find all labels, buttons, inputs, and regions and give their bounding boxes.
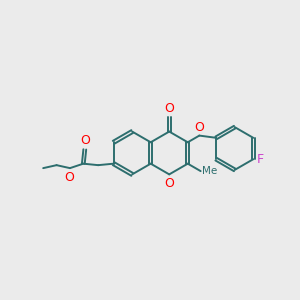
- Text: Me: Me: [202, 166, 217, 176]
- Text: O: O: [80, 134, 90, 147]
- Text: O: O: [164, 102, 174, 115]
- Text: F: F: [257, 153, 264, 166]
- Text: O: O: [195, 121, 205, 134]
- Text: O: O: [65, 171, 75, 184]
- Text: O: O: [164, 177, 174, 190]
